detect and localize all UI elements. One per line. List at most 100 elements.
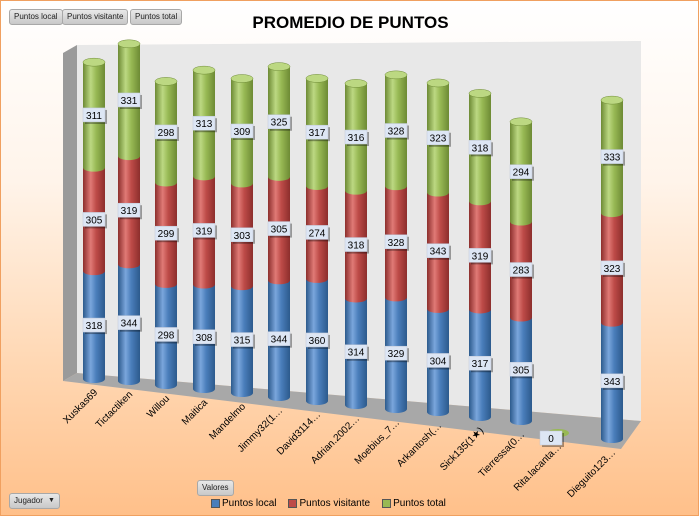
label-box	[344, 344, 368, 359]
label-box	[154, 327, 178, 342]
label-box	[192, 223, 216, 238]
data-label: 328	[384, 123, 409, 140]
label-box	[384, 123, 408, 138]
label-text: 314	[348, 348, 365, 359]
x-tick-label: Moebius_7…	[353, 417, 402, 466]
axis-field-button[interactable]: Jugador ▼	[9, 493, 60, 509]
bar-top	[192, 65, 216, 75]
label-text: 333	[604, 153, 621, 164]
label-box	[267, 331, 291, 346]
data-label: 344	[267, 331, 292, 348]
data-label: 318	[468, 140, 493, 157]
label-text: 305	[513, 365, 530, 376]
legend-label-total: Puntos total	[393, 498, 446, 509]
dropdown-arrow-icon: ▼	[47, 497, 55, 504]
field-button-puntos-visitante[interactable]: Puntos visitante	[62, 9, 129, 25]
data-label: 319	[192, 223, 217, 240]
data-label: 344	[117, 315, 142, 332]
bar-top	[426, 78, 450, 88]
data-label: 308	[192, 329, 217, 346]
data-label: 343	[426, 243, 451, 260]
label-text: 325	[271, 118, 288, 129]
data-label: 0	[539, 430, 564, 447]
legend-label-visitante: Puntos visitante	[299, 498, 371, 509]
label-box	[117, 92, 141, 108]
field-button-puntos-total[interactable]: Puntos total	[130, 9, 183, 25]
data-label: 331	[117, 92, 142, 109]
label-text: 318	[472, 143, 489, 154]
label-box	[539, 430, 563, 446]
label-text: 303	[234, 231, 251, 242]
data-label: 283	[509, 262, 534, 279]
data-label: 317	[468, 355, 493, 373]
label-text: 0	[548, 434, 554, 445]
label-box	[230, 123, 254, 139]
label-box	[426, 130, 450, 145]
chart-title: PROMEDIO DE PUNTOS	[252, 13, 449, 32]
label-box	[117, 202, 141, 218]
data-label: 323	[600, 260, 625, 277]
label-text: 319	[121, 206, 138, 217]
label-box	[230, 227, 254, 243]
data-label: 314	[344, 344, 369, 361]
x-tick-label: Rita.lacanta…	[512, 441, 564, 493]
legend: Puntos local Puntos visitante Puntos tot…	[211, 498, 446, 509]
label-box	[384, 234, 408, 250]
label-box	[192, 115, 216, 131]
label-box	[384, 345, 408, 361]
bar-top	[509, 117, 533, 127]
label-box	[600, 260, 624, 276]
label-text: 319	[196, 226, 213, 237]
label-box	[305, 332, 329, 348]
label-box	[192, 329, 216, 345]
label-text: 328	[388, 127, 405, 138]
label-text: 298	[158, 330, 175, 341]
data-label: 323	[426, 130, 451, 147]
x-tick-label: Dieguito123…	[566, 447, 619, 500]
data-label: 303	[230, 227, 255, 244]
label-box	[305, 225, 329, 240]
label-box	[154, 225, 178, 241]
label-box	[82, 317, 106, 333]
label-box	[344, 129, 368, 145]
label-text: 329	[388, 349, 405, 360]
values-button[interactable]: Valores	[197, 480, 234, 496]
legend-label-local: Puntos local	[222, 498, 277, 509]
data-label: 305	[82, 212, 107, 229]
label-box	[468, 248, 492, 263]
bar-top	[600, 95, 624, 105]
label-text: 294	[513, 168, 530, 179]
label-box	[117, 315, 141, 330]
x-tick-label: Xuskas69	[61, 387, 100, 426]
label-text: 313	[196, 119, 213, 130]
data-label: 299	[154, 225, 179, 243]
label-text: 318	[348, 241, 365, 252]
label-box	[468, 355, 492, 371]
data-label: 360	[305, 332, 330, 349]
label-text: 318	[86, 321, 103, 332]
label-box	[600, 149, 624, 164]
label-text: 343	[604, 377, 621, 388]
label-text: 328	[388, 238, 405, 249]
label-box	[509, 362, 533, 377]
data-label: 316	[344, 129, 369, 147]
label-box	[267, 114, 291, 129]
label-text: 315	[234, 336, 251, 347]
bar-top	[230, 74, 254, 83]
bar-top	[267, 62, 291, 71]
data-label: 305	[267, 221, 292, 238]
label-box	[230, 332, 254, 347]
x-tick-label: Sick135(1★)	[438, 425, 486, 473]
label-box	[426, 243, 450, 258]
data-label: 313	[192, 115, 217, 133]
data-label: 318	[82, 317, 107, 335]
label-text: 316	[348, 133, 365, 144]
label-box	[426, 353, 450, 368]
data-label: 309	[230, 123, 255, 140]
x-tick-label: Mandelmo	[207, 401, 248, 442]
data-label: 311	[82, 107, 107, 124]
label-text: 323	[604, 264, 621, 275]
bar-top	[468, 89, 492, 98]
data-label: 294	[509, 164, 534, 181]
